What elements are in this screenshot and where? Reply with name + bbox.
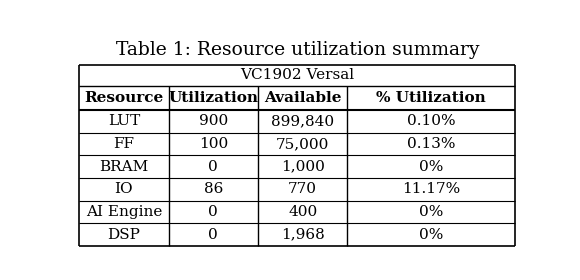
- Text: 86: 86: [204, 182, 223, 196]
- Text: 0%: 0%: [419, 228, 444, 242]
- Text: 0%: 0%: [419, 160, 444, 174]
- Text: AI Engine: AI Engine: [86, 205, 162, 219]
- Text: IO: IO: [115, 182, 133, 196]
- Text: 0%: 0%: [419, 205, 444, 219]
- Text: % Utilization: % Utilization: [376, 91, 486, 105]
- Text: 75,000: 75,000: [276, 137, 329, 151]
- Text: 100: 100: [199, 137, 228, 151]
- Text: 11.17%: 11.17%: [402, 182, 461, 196]
- Text: 770: 770: [288, 182, 317, 196]
- Text: 899,840: 899,840: [271, 115, 334, 129]
- Text: Resource: Resource: [84, 91, 164, 105]
- Text: 0: 0: [208, 160, 218, 174]
- Text: 0: 0: [208, 228, 218, 242]
- Text: 400: 400: [288, 205, 317, 219]
- Text: BRAM: BRAM: [99, 160, 148, 174]
- Text: LUT: LUT: [108, 115, 140, 129]
- Text: FF: FF: [114, 137, 135, 151]
- Text: Utilization: Utilization: [168, 91, 258, 105]
- Text: 1,000: 1,000: [281, 160, 325, 174]
- Text: 0.10%: 0.10%: [407, 115, 456, 129]
- Text: VC1902 Versal: VC1902 Versal: [240, 68, 354, 82]
- Text: Table 1: Resource utilization summary: Table 1: Resource utilization summary: [115, 41, 479, 59]
- Text: DSP: DSP: [107, 228, 140, 242]
- Text: 900: 900: [199, 115, 228, 129]
- Text: 1,968: 1,968: [281, 228, 325, 242]
- Text: Available: Available: [264, 91, 342, 105]
- Text: 0.13%: 0.13%: [407, 137, 455, 151]
- Text: 0: 0: [208, 205, 218, 219]
